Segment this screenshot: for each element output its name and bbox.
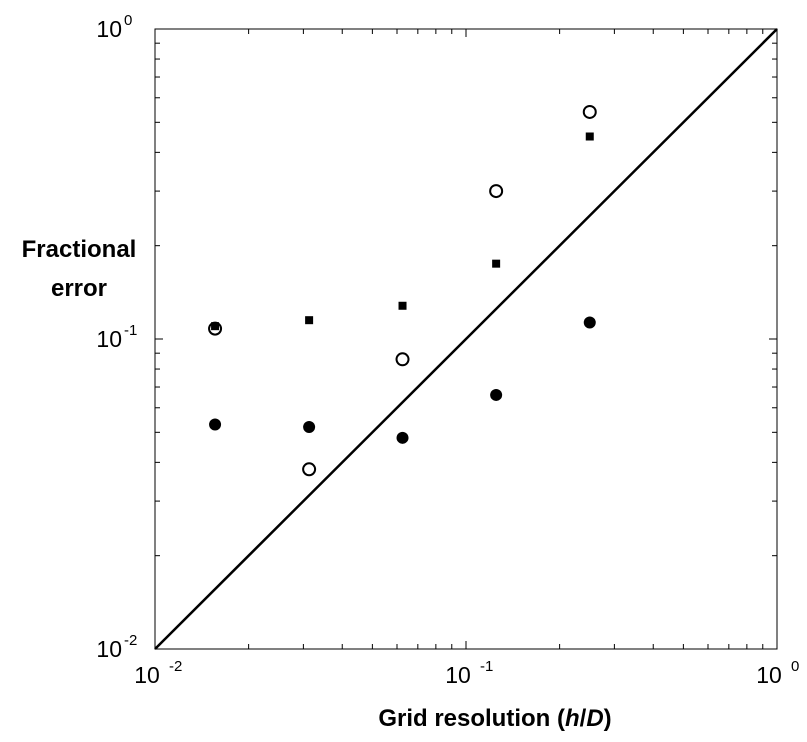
y-tick-label: 10: [96, 636, 122, 662]
data-point-filled-circle: [209, 418, 222, 431]
data-point-filled-circle: [303, 421, 316, 434]
data-point-filled-square: [211, 322, 220, 331]
y-axis-label-line1: Fractional: [22, 236, 137, 263]
y-axis-label-line2: error: [51, 275, 107, 302]
x-tick-label: 10: [756, 662, 782, 688]
x-axis-label: Grid resolution (h/D): [378, 705, 611, 732]
x-tick-label: 10: [134, 662, 160, 688]
x-tick-label: 10: [445, 662, 471, 688]
data-point-filled-circle: [490, 388, 503, 401]
x-tick-label-exponent: -1: [480, 658, 493, 675]
y-tick-label-exponent: -1: [124, 322, 137, 339]
reference-line: [154, 28, 778, 650]
data-point-filled-square: [585, 132, 594, 141]
data-point-filled-circle: [583, 316, 596, 329]
data-point-open-circle: [395, 352, 410, 367]
data-point-filled-square: [492, 259, 501, 268]
y-tick-label-exponent: -2: [124, 632, 137, 649]
y-tick-label: 10: [96, 326, 122, 352]
y-tick-label: 10: [96, 16, 122, 42]
data-point-open-circle: [302, 462, 317, 477]
data-point-filled-square: [305, 316, 314, 325]
data-point-filled-square: [398, 301, 407, 310]
data-point-open-circle: [582, 104, 597, 119]
data-point-filled-circle: [396, 431, 409, 444]
x-tick-label-exponent: 0: [791, 658, 799, 675]
x-tick-label-exponent: -2: [169, 658, 182, 675]
data-point-open-circle: [489, 184, 504, 199]
y-tick-label-exponent: 0: [124, 12, 132, 29]
